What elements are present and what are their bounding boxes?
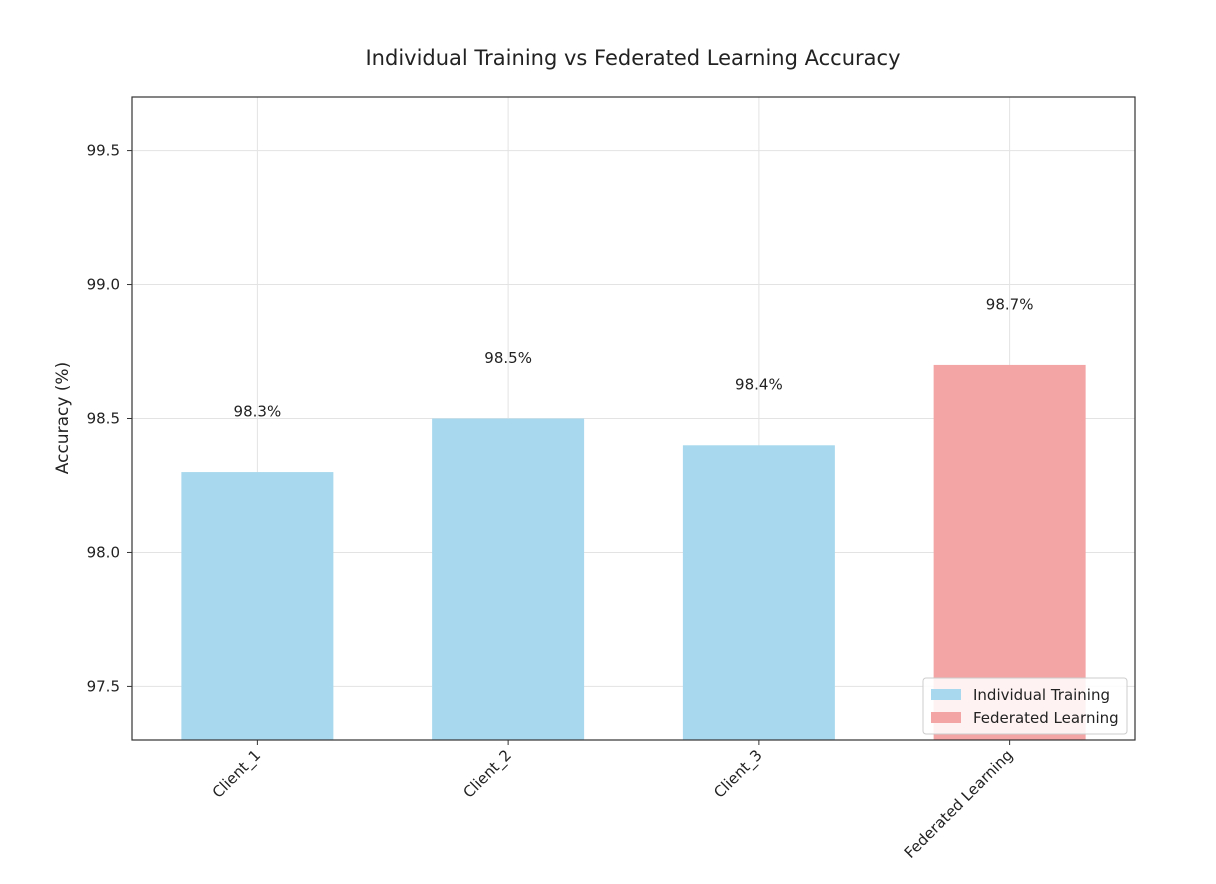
legend-swatch-0: [931, 689, 961, 700]
x-tick-label-2: Client_3: [710, 746, 766, 802]
y-tick-label-3: 99.0: [87, 276, 120, 294]
x-tick-label-0: Client_1: [209, 746, 265, 802]
x-axis-ticks: Client_1 Client_2 Client_3 Federated Learni…: [209, 740, 1017, 862]
data-labels: 98.3% 98.5% 98.4% 98.7%: [234, 295, 1034, 420]
bar-1: [432, 418, 585, 740]
bar-0: [181, 472, 334, 740]
x-tick-label-3: Federated Learning: [901, 746, 1017, 862]
data-label-1: 98.5%: [484, 349, 532, 367]
y-tick-label-0: 97.5: [87, 677, 120, 695]
bars: [181, 364, 1086, 740]
y-axis-ticks: 97.5 98.0 98.5 99.0 99.5: [87, 142, 132, 695]
chart-title: Individual Training vs Federated Learnin…: [365, 46, 900, 70]
data-label-2: 98.4%: [735, 376, 783, 394]
x-tick-label-1: Client_2: [459, 746, 515, 802]
legend-swatch-1: [931, 712, 961, 723]
bar-3: [933, 364, 1086, 740]
legend: Individual Training Federated Learning: [922, 677, 1128, 735]
bar-2: [682, 445, 835, 740]
y-axis-label: Accuracy (%): [53, 362, 73, 474]
legend-label-1: Federated Learning: [973, 709, 1119, 727]
data-label-0: 98.3%: [234, 403, 282, 421]
data-label-3: 98.7%: [986, 295, 1034, 313]
legend-label-0: Individual Training: [973, 686, 1110, 704]
y-tick-label-4: 99.5: [87, 142, 120, 160]
y-tick-label-2: 98.5: [87, 410, 120, 428]
y-tick-label-1: 98.0: [87, 543, 120, 561]
legend-box: [922, 677, 1128, 735]
